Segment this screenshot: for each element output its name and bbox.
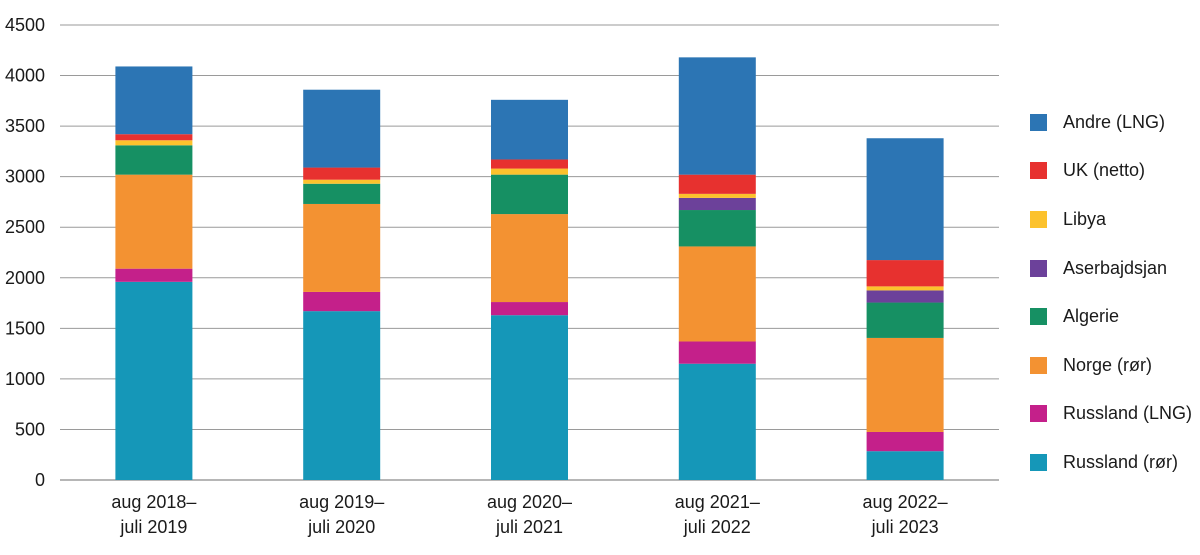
legend-swatch — [1030, 113, 1047, 131]
legend-label: Algerie — [1063, 306, 1120, 327]
x-category-label: juli 2021 — [495, 517, 563, 537]
bar-segment-libya — [491, 168, 568, 175]
bar-segment-uk-netto- — [491, 159, 568, 169]
legend-item: Andre (LNG) — [1030, 98, 1195, 147]
bar-segment-andre-lng- — [115, 66, 193, 135]
legend-label: Aserbajdsjan — [1063, 257, 1168, 278]
bar-segment-russland-r-r- — [303, 311, 381, 480]
bar-segment-norge-r-r- — [491, 214, 568, 303]
x-axis-category-labels: aug 2018– juli 2019 aug 2019– juli 2020 aug … — [111, 492, 947, 537]
legend-label: UK (netto) — [1063, 160, 1146, 181]
legend: Andre (LNG) UK (netto) Libya Aserbajdsjan Al… — [1030, 98, 1195, 487]
bar-segment-algerie — [866, 302, 944, 338]
bar-segment-uk-netto- — [678, 174, 756, 194]
x-category-label: juli 2022 — [683, 517, 751, 537]
legend-label: Libya — [1063, 208, 1107, 229]
bar-segment-andre-lng- — [303, 89, 381, 168]
bar-segment-uk-netto- — [303, 167, 381, 180]
legend-swatch — [1030, 453, 1047, 471]
y-tick-label: 4000 — [5, 66, 45, 86]
bar-segment-andre-lng- — [866, 138, 944, 261]
bar-segment-algerie — [491, 174, 568, 215]
bar-stack — [678, 57, 756, 480]
x-category-label: aug 2020– — [487, 492, 572, 512]
legend-label: Russland (rør) — [1063, 451, 1179, 472]
bar-segment-russland-lng- — [678, 341, 756, 364]
legend-swatch — [1030, 162, 1047, 180]
legend-item: UK (netto) — [1030, 147, 1195, 196]
y-tick-label: 3000 — [5, 167, 45, 187]
bar-segment-libya — [866, 286, 944, 291]
y-tick-label: 1000 — [5, 369, 45, 389]
bar-segment-norge-r-r- — [115, 174, 193, 269]
bar-segment-libya — [678, 193, 756, 198]
legend-swatch — [1030, 259, 1047, 277]
bar-stack — [491, 99, 568, 480]
legend-label: Andre (LNG) — [1063, 111, 1166, 132]
bar-segment-russland-lng- — [866, 431, 944, 452]
x-category-label: aug 2021– — [675, 492, 760, 512]
bar-segment-libya — [115, 140, 193, 146]
bar-segment-russland-r-r- — [866, 451, 944, 480]
legend-item: Russland (rør) — [1030, 438, 1195, 487]
legend-item: Libya — [1030, 195, 1195, 244]
bar-segment-andre-lng- — [678, 57, 756, 175]
legend-item: Norge (rør) — [1030, 341, 1195, 390]
legend-swatch — [1030, 308, 1047, 326]
bar-stack — [115, 66, 193, 480]
legend-label: Russland (LNG) — [1063, 403, 1193, 424]
legend-item: Algerie — [1030, 292, 1195, 341]
legend-label: Norge (rør) — [1063, 354, 1152, 375]
bar-segment-andre-lng- — [491, 99, 568, 160]
x-category-label: juli 2020 — [307, 517, 375, 537]
bar-segment-algerie — [303, 183, 381, 204]
bar-segment-uk-netto- — [115, 134, 193, 141]
bar-segment-russland-r-r- — [491, 315, 568, 480]
bar-segment-algerie — [678, 210, 756, 247]
x-category-label: juli 2023 — [871, 517, 939, 537]
legend-swatch — [1030, 405, 1047, 423]
y-tick-label: 1500 — [5, 318, 45, 338]
y-axis-tick-labels: 0 500 1000 1500 2000 2500 3000 3500 4000 4500 — [5, 15, 45, 490]
bar-stack — [303, 89, 381, 480]
x-category-label: juli 2019 — [119, 517, 187, 537]
bar-segment-russland-lng- — [491, 302, 568, 316]
y-tick-label: 2500 — [5, 217, 45, 237]
bar-segment-russland-lng- — [303, 291, 381, 312]
bar-segment-uk-netto- — [866, 260, 944, 287]
bars — [115, 57, 944, 480]
bar-stack — [866, 138, 944, 480]
y-tick-label: 500 — [15, 419, 45, 439]
legend-item: Aserbajdsjan — [1030, 244, 1195, 293]
bar-segment-russland-r-r- — [115, 281, 193, 480]
y-tick-label: 3500 — [5, 116, 45, 136]
x-category-label: aug 2018– — [111, 492, 196, 512]
legend-item: Russland (LNG) — [1030, 390, 1195, 439]
legend-swatch — [1030, 210, 1047, 228]
y-tick-label: 4500 — [5, 15, 45, 35]
bar-segment-norge-r-r- — [866, 337, 944, 432]
x-category-label: aug 2022– — [863, 492, 948, 512]
bar-segment-norge-r-r- — [678, 246, 756, 342]
bar-segment-russland-lng- — [115, 268, 193, 282]
y-tick-label: 2000 — [5, 268, 45, 288]
legend-swatch — [1030, 356, 1047, 374]
bar-segment-algerie — [115, 145, 193, 175]
bar-segment-aserbajdsjan — [678, 197, 756, 211]
bar-segment-libya — [303, 179, 381, 184]
bar-segment-aserbajdsjan — [866, 290, 944, 303]
bar-segment-russland-r-r- — [678, 363, 756, 480]
y-tick-label: 0 — [35, 470, 45, 490]
bar-segment-norge-r-r- — [303, 203, 381, 292]
x-category-label: aug 2019– — [299, 492, 384, 512]
